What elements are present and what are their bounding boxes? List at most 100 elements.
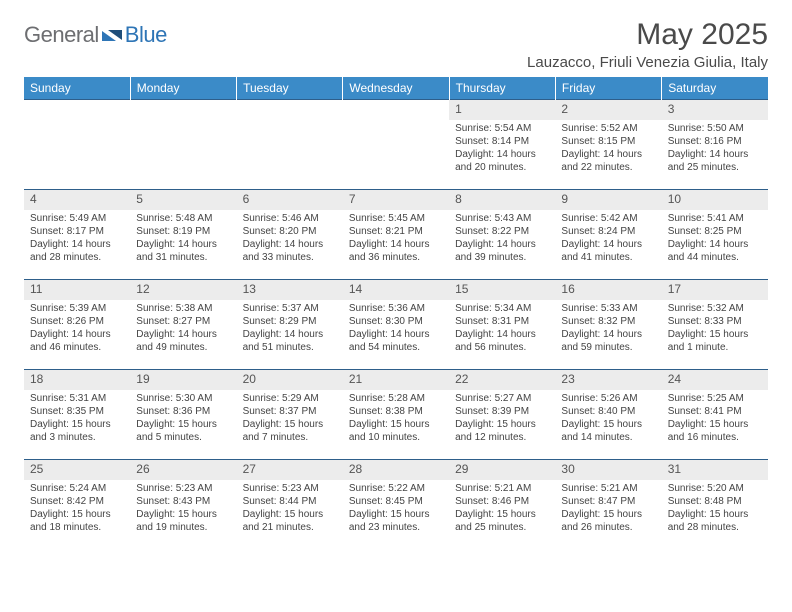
daylight-text: Daylight: 15 hours and 19 minutes. [136,508,230,534]
daylight-text: Daylight: 14 hours and 44 minutes. [668,238,762,264]
day-number: 15 [449,280,555,300]
calendar-cell: 6Sunrise: 5:46 AMSunset: 8:20 PMDaylight… [237,190,343,280]
day-content: Sunrise: 5:21 AMSunset: 8:46 PMDaylight:… [449,480,555,538]
calendar-week-row: 1Sunrise: 5:54 AMSunset: 8:14 PMDaylight… [24,100,768,190]
calendar-cell: 12Sunrise: 5:38 AMSunset: 8:27 PMDayligh… [130,280,236,370]
calendar-cell [130,100,236,190]
daylight-text: Daylight: 15 hours and 21 minutes. [243,508,337,534]
daylight-text: Daylight: 15 hours and 10 minutes. [349,418,443,444]
daylight-text: Daylight: 14 hours and 25 minutes. [668,148,762,174]
calendar-cell [237,100,343,190]
day-number: 24 [662,370,768,390]
calendar-cell: 29Sunrise: 5:21 AMSunset: 8:46 PMDayligh… [449,460,555,550]
daylight-text: Daylight: 14 hours and 46 minutes. [30,328,124,354]
calendar-cell: 3Sunrise: 5:50 AMSunset: 8:16 PMDaylight… [662,100,768,190]
sunrise-text: Sunrise: 5:23 AM [136,482,230,495]
sunset-text: Sunset: 8:35 PM [30,405,124,418]
sunrise-text: Sunrise: 5:37 AM [243,302,337,315]
day-header: Saturday [662,77,768,100]
day-number: 22 [449,370,555,390]
daylight-text: Daylight: 14 hours and 54 minutes. [349,328,443,354]
day-header: Tuesday [237,77,343,100]
calendar-cell: 31Sunrise: 5:20 AMSunset: 8:48 PMDayligh… [662,460,768,550]
day-content: Sunrise: 5:32 AMSunset: 8:33 PMDaylight:… [662,300,768,358]
calendar-cell: 17Sunrise: 5:32 AMSunset: 8:33 PMDayligh… [662,280,768,370]
day-number: 18 [24,370,130,390]
sunrise-text: Sunrise: 5:43 AM [455,212,549,225]
day-number: 16 [555,280,661,300]
day-content: Sunrise: 5:54 AMSunset: 8:14 PMDaylight:… [449,120,555,178]
logo-text-general: General [24,22,99,48]
sunset-text: Sunset: 8:42 PM [30,495,124,508]
daylight-text: Daylight: 15 hours and 25 minutes. [455,508,549,534]
daylight-text: Daylight: 14 hours and 20 minutes. [455,148,549,174]
sunrise-text: Sunrise: 5:39 AM [30,302,124,315]
sunset-text: Sunset: 8:47 PM [561,495,655,508]
day-content: Sunrise: 5:39 AMSunset: 8:26 PMDaylight:… [24,300,130,358]
sunrise-text: Sunrise: 5:25 AM [668,392,762,405]
day-content: Sunrise: 5:23 AMSunset: 8:43 PMDaylight:… [130,480,236,538]
day-number: 9 [555,190,661,210]
calendar-week-row: 4Sunrise: 5:49 AMSunset: 8:17 PMDaylight… [24,190,768,280]
day-number: 31 [662,460,768,480]
sunrise-text: Sunrise: 5:33 AM [561,302,655,315]
day-header: Monday [130,77,236,100]
sunrise-text: Sunrise: 5:27 AM [455,392,549,405]
day-number: 4 [24,190,130,210]
day-header: Sunday [24,77,130,100]
sunset-text: Sunset: 8:36 PM [136,405,230,418]
calendar-cell: 25Sunrise: 5:24 AMSunset: 8:42 PMDayligh… [24,460,130,550]
sunset-text: Sunset: 8:43 PM [136,495,230,508]
sunset-text: Sunset: 8:48 PM [668,495,762,508]
sunrise-text: Sunrise: 5:20 AM [668,482,762,495]
daylight-text: Daylight: 14 hours and 22 minutes. [561,148,655,174]
daylight-text: Daylight: 14 hours and 51 minutes. [243,328,337,354]
daylight-text: Daylight: 14 hours and 41 minutes. [561,238,655,264]
calendar-table: Sunday Monday Tuesday Wednesday Thursday… [24,77,768,550]
day-number: 27 [237,460,343,480]
day-content: Sunrise: 5:23 AMSunset: 8:44 PMDaylight:… [237,480,343,538]
title-block: May 2025 Lauzacco, Friuli Venezia Giulia… [527,18,768,71]
day-content: Sunrise: 5:24 AMSunset: 8:42 PMDaylight:… [24,480,130,538]
sunrise-text: Sunrise: 5:21 AM [455,482,549,495]
daylight-text: Daylight: 15 hours and 7 minutes. [243,418,337,444]
sunset-text: Sunset: 8:27 PM [136,315,230,328]
day-number: 25 [24,460,130,480]
daylight-text: Daylight: 14 hours and 36 minutes. [349,238,443,264]
sunset-text: Sunset: 8:20 PM [243,225,337,238]
calendar-cell [343,100,449,190]
sunset-text: Sunset: 8:31 PM [455,315,549,328]
day-content: Sunrise: 5:43 AMSunset: 8:22 PMDaylight:… [449,210,555,268]
day-content: Sunrise: 5:50 AMSunset: 8:16 PMDaylight:… [662,120,768,178]
calendar-cell: 30Sunrise: 5:21 AMSunset: 8:47 PMDayligh… [555,460,661,550]
day-content: Sunrise: 5:48 AMSunset: 8:19 PMDaylight:… [130,210,236,268]
day-content: Sunrise: 5:25 AMSunset: 8:41 PMDaylight:… [662,390,768,448]
sunrise-text: Sunrise: 5:28 AM [349,392,443,405]
calendar-cell: 16Sunrise: 5:33 AMSunset: 8:32 PMDayligh… [555,280,661,370]
day-number: 3 [662,100,768,120]
day-content: Sunrise: 5:37 AMSunset: 8:29 PMDaylight:… [237,300,343,358]
day-number: 6 [237,190,343,210]
day-content: Sunrise: 5:28 AMSunset: 8:38 PMDaylight:… [343,390,449,448]
sunset-text: Sunset: 8:29 PM [243,315,337,328]
calendar-cell: 9Sunrise: 5:42 AMSunset: 8:24 PMDaylight… [555,190,661,280]
sunset-text: Sunset: 8:19 PM [136,225,230,238]
daylight-text: Daylight: 14 hours and 31 minutes. [136,238,230,264]
day-number: 21 [343,370,449,390]
sunset-text: Sunset: 8:33 PM [668,315,762,328]
calendar-cell: 10Sunrise: 5:41 AMSunset: 8:25 PMDayligh… [662,190,768,280]
sunrise-text: Sunrise: 5:38 AM [136,302,230,315]
sunset-text: Sunset: 8:25 PM [668,225,762,238]
calendar-cell: 27Sunrise: 5:23 AMSunset: 8:44 PMDayligh… [237,460,343,550]
day-number: 14 [343,280,449,300]
daylight-text: Daylight: 14 hours and 28 minutes. [30,238,124,264]
sunset-text: Sunset: 8:17 PM [30,225,124,238]
daylight-text: Daylight: 15 hours and 3 minutes. [30,418,124,444]
sunrise-text: Sunrise: 5:24 AM [30,482,124,495]
calendar-cell: 24Sunrise: 5:25 AMSunset: 8:41 PMDayligh… [662,370,768,460]
sunset-text: Sunset: 8:46 PM [455,495,549,508]
sunset-text: Sunset: 8:44 PM [243,495,337,508]
day-number: 2 [555,100,661,120]
calendar-cell: 18Sunrise: 5:31 AMSunset: 8:35 PMDayligh… [24,370,130,460]
day-content: Sunrise: 5:46 AMSunset: 8:20 PMDaylight:… [237,210,343,268]
